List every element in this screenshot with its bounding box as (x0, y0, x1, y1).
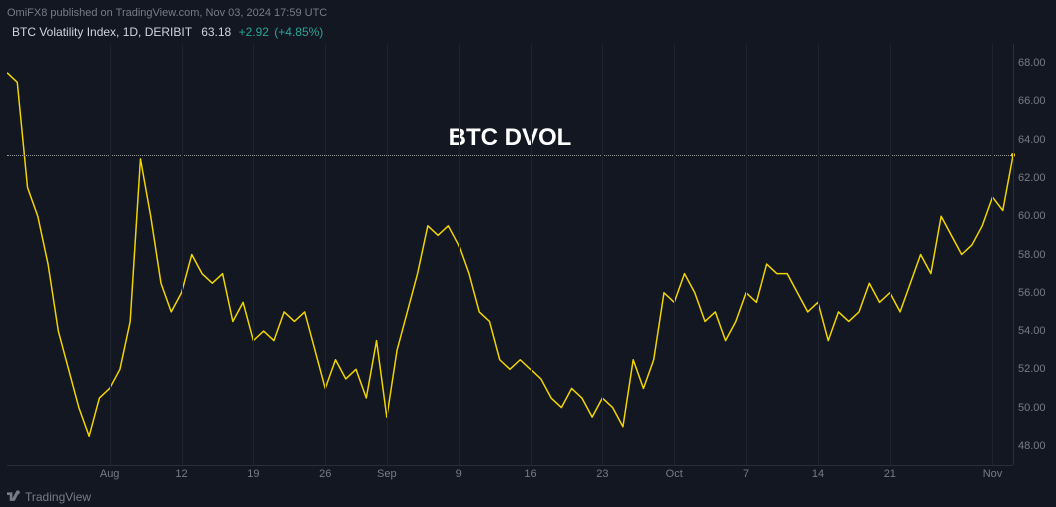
plot-area[interactable]: BTC DVOL (7, 44, 1013, 465)
x-tick-label: 7 (743, 468, 749, 480)
current-price-line (7, 155, 1013, 156)
y-tick-label: 66.00 (1013, 95, 1049, 107)
footer-brand[interactable]: TradingView (7, 490, 91, 504)
price-change: +2.92 (239, 25, 269, 39)
timestamp: Nov 03, 2024 17:59 UTC (206, 7, 328, 19)
footer-brand-text: TradingView (25, 490, 91, 504)
publisher: OmiFX8 (7, 7, 47, 19)
x-tick-label: 16 (524, 468, 536, 480)
x-tick-label: 19 (247, 468, 259, 480)
symbol-name[interactable]: BTC Volatility Index, 1D, DERIBIT (12, 25, 192, 39)
chart-svg (7, 44, 1013, 465)
x-tick-label: 12 (175, 468, 187, 480)
x-tick-label: 23 (596, 468, 608, 480)
y-tick-label: 52.00 (1013, 363, 1049, 375)
x-tick-label: Nov (983, 468, 1003, 480)
publish-info: OmiFX8 published on TradingView.com, Nov… (0, 0, 1056, 22)
y-axis[interactable]: 48.00 50.00 52.00 54.00 56.00 58.00 60.00 62.00… (1013, 44, 1049, 465)
published-on-text: published on (47, 7, 115, 19)
x-tick-label: 9 (456, 468, 462, 480)
y-tick-label: 60.00 (1013, 210, 1049, 222)
x-tick-label: Oct (666, 468, 683, 480)
x-tick-label: 14 (812, 468, 824, 480)
y-tick-label: 62.00 (1013, 172, 1049, 184)
y-tick-label: 50.00 (1013, 402, 1049, 414)
symbol-row: BTC Volatility Index, 1D, DERIBIT 63.18 … (0, 22, 1056, 45)
chart-container[interactable]: BTC DVOL 48.00 50.00 52.00 54.00 56.00 58.00 6… (7, 44, 1049, 485)
x-tick-label: Sep (377, 468, 397, 480)
tradingview-logo-icon (7, 490, 21, 504)
price-change-pct: (+4.85%) (274, 25, 323, 39)
site-link[interactable]: TradingView.com (116, 7, 200, 19)
y-tick-label: 64.00 (1013, 134, 1049, 146)
y-tick-label: 68.00 (1013, 57, 1049, 69)
y-tick-label: 58.00 (1013, 249, 1049, 261)
y-tick-label: 54.00 (1013, 325, 1049, 337)
x-tick-label: Aug (100, 468, 120, 480)
price-current: 63.18 (201, 25, 231, 39)
x-tick-label: 21 (884, 468, 896, 480)
y-tick-label: 56.00 (1013, 287, 1049, 299)
y-tick-label: 48.00 (1013, 440, 1049, 452)
x-axis[interactable]: Aug 12 19 26 Sep 9 16 23 Oct 7 14 21 Nov (7, 465, 1013, 485)
x-tick-label: 26 (319, 468, 331, 480)
